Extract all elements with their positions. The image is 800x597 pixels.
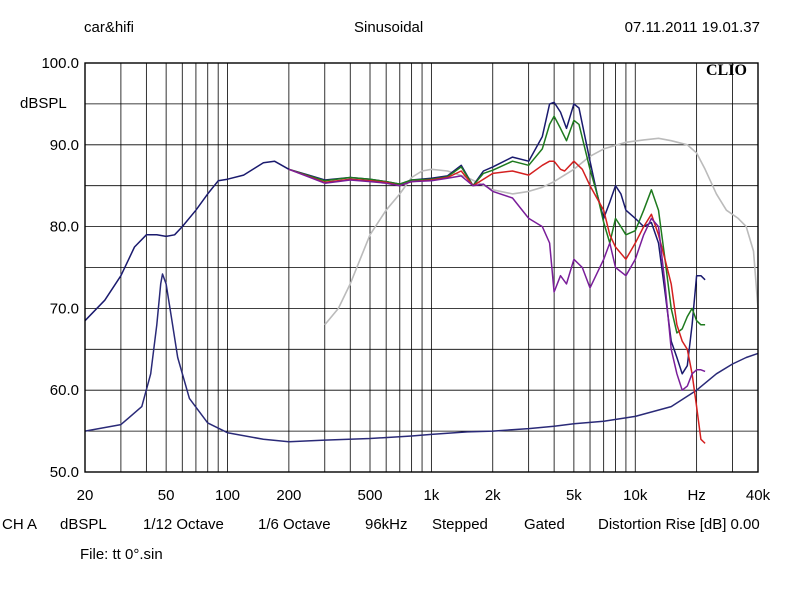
smoothing2-label: 1/6 Octave [258,516,331,533]
plot-frame [84,62,759,473]
x-tick-label: 40k [746,487,771,504]
y-axis-label: dBSPL [20,95,67,112]
window-label: Gated [524,516,565,533]
y-tick-label: 50.0 [50,464,79,481]
x-tick-label: 200 [276,487,301,504]
x-tick-label: Hz [687,487,705,504]
distortion-label: Distortion Rise [dB] 0.00 [598,516,760,533]
series-line-angle-15deg [288,115,706,334]
y-tick-label: 100.0 [41,55,79,72]
y-tick-label: 60.0 [50,382,79,399]
series-line-impedance [84,273,759,443]
chart-grid [85,63,758,472]
file-name-label: File: tt 0°.sin [80,546,163,563]
x-tick-label: 5k [566,487,582,504]
chart-tick-labels: 50.0 60.0 70.0 80.0 90.0 100.0 20 50 100 200 500 1k… [41,55,770,504]
channel-label: CH A [2,516,38,533]
chart-series [84,101,759,444]
header-left-label: car&hifi [84,19,135,36]
x-tick-label: 50 [158,487,175,504]
x-tick-label: 1k [423,487,439,504]
smoothing1-label: 1/12 Octave [143,516,224,533]
x-tick-label: 20 [77,487,94,504]
y-tick-label: 80.0 [50,219,79,236]
x-tick-label: 10k [623,487,648,504]
clio-logo: CLIO [706,62,747,79]
x-tick-label: 100 [215,487,240,504]
x-tick-label: 500 [357,487,382,504]
y-tick-label: 70.0 [50,300,79,317]
y-tick-label: 90.0 [50,137,79,154]
sample-rate-label: 96kHz [365,516,408,533]
unit-label: dBSPL [60,516,107,533]
series-line-angle-45deg [288,168,706,391]
mode-label: Stepped [432,516,488,533]
series-line-distortion-k2 [324,137,759,326]
header-title: Sinusoidal [354,19,424,36]
series-line-axis-0deg [84,101,706,375]
x-tick-label: 2k [485,487,501,504]
header-timestamp: 07.11.2011 19.01.37 [624,19,760,36]
series-line-angle-30deg [288,160,706,444]
